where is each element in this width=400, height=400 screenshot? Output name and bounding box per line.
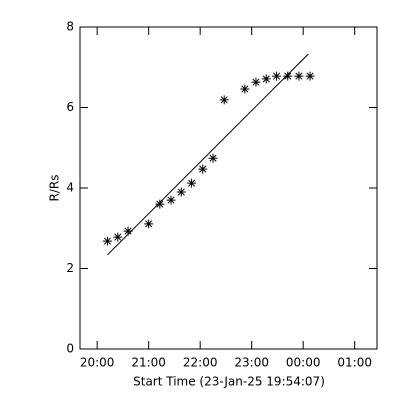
x-tick-label: 00:00 — [286, 356, 321, 370]
x-tick-label: 01:00 — [337, 356, 372, 370]
data-point — [176, 187, 186, 197]
data-point — [305, 71, 315, 81]
y-tick-label: 0 — [66, 342, 74, 356]
data-point — [261, 74, 271, 84]
data-point — [219, 95, 229, 105]
y-tick-label: 8 — [66, 20, 74, 34]
data-point — [113, 232, 123, 242]
data-point — [283, 71, 293, 81]
data-point — [123, 226, 133, 236]
data-point — [272, 71, 282, 81]
data-point — [240, 84, 250, 94]
y-tick-label: 2 — [66, 261, 74, 275]
x-tick-label: 23:00 — [234, 356, 269, 370]
fit-line — [107, 53, 309, 256]
x-axis-label: Start Time (23-Jan-25 19:54:07) — [133, 375, 325, 389]
data-point — [166, 195, 176, 205]
x-tick-label: 21:00 — [131, 356, 166, 370]
data-point — [155, 199, 165, 209]
data-point — [208, 153, 218, 163]
x-tick-label: 20:00 — [80, 356, 115, 370]
data-point — [294, 71, 304, 81]
data-point — [251, 77, 261, 87]
y-tick-label: 6 — [66, 100, 74, 114]
data-point — [198, 164, 208, 174]
x-tick-label: 22:00 — [183, 356, 218, 370]
data-point — [187, 178, 197, 188]
y-tick-label: 4 — [66, 181, 74, 195]
data-point — [144, 219, 154, 229]
data-point — [102, 236, 112, 246]
plot-frame — [79, 26, 378, 350]
y-axis-label: R/Rs — [48, 175, 62, 202]
